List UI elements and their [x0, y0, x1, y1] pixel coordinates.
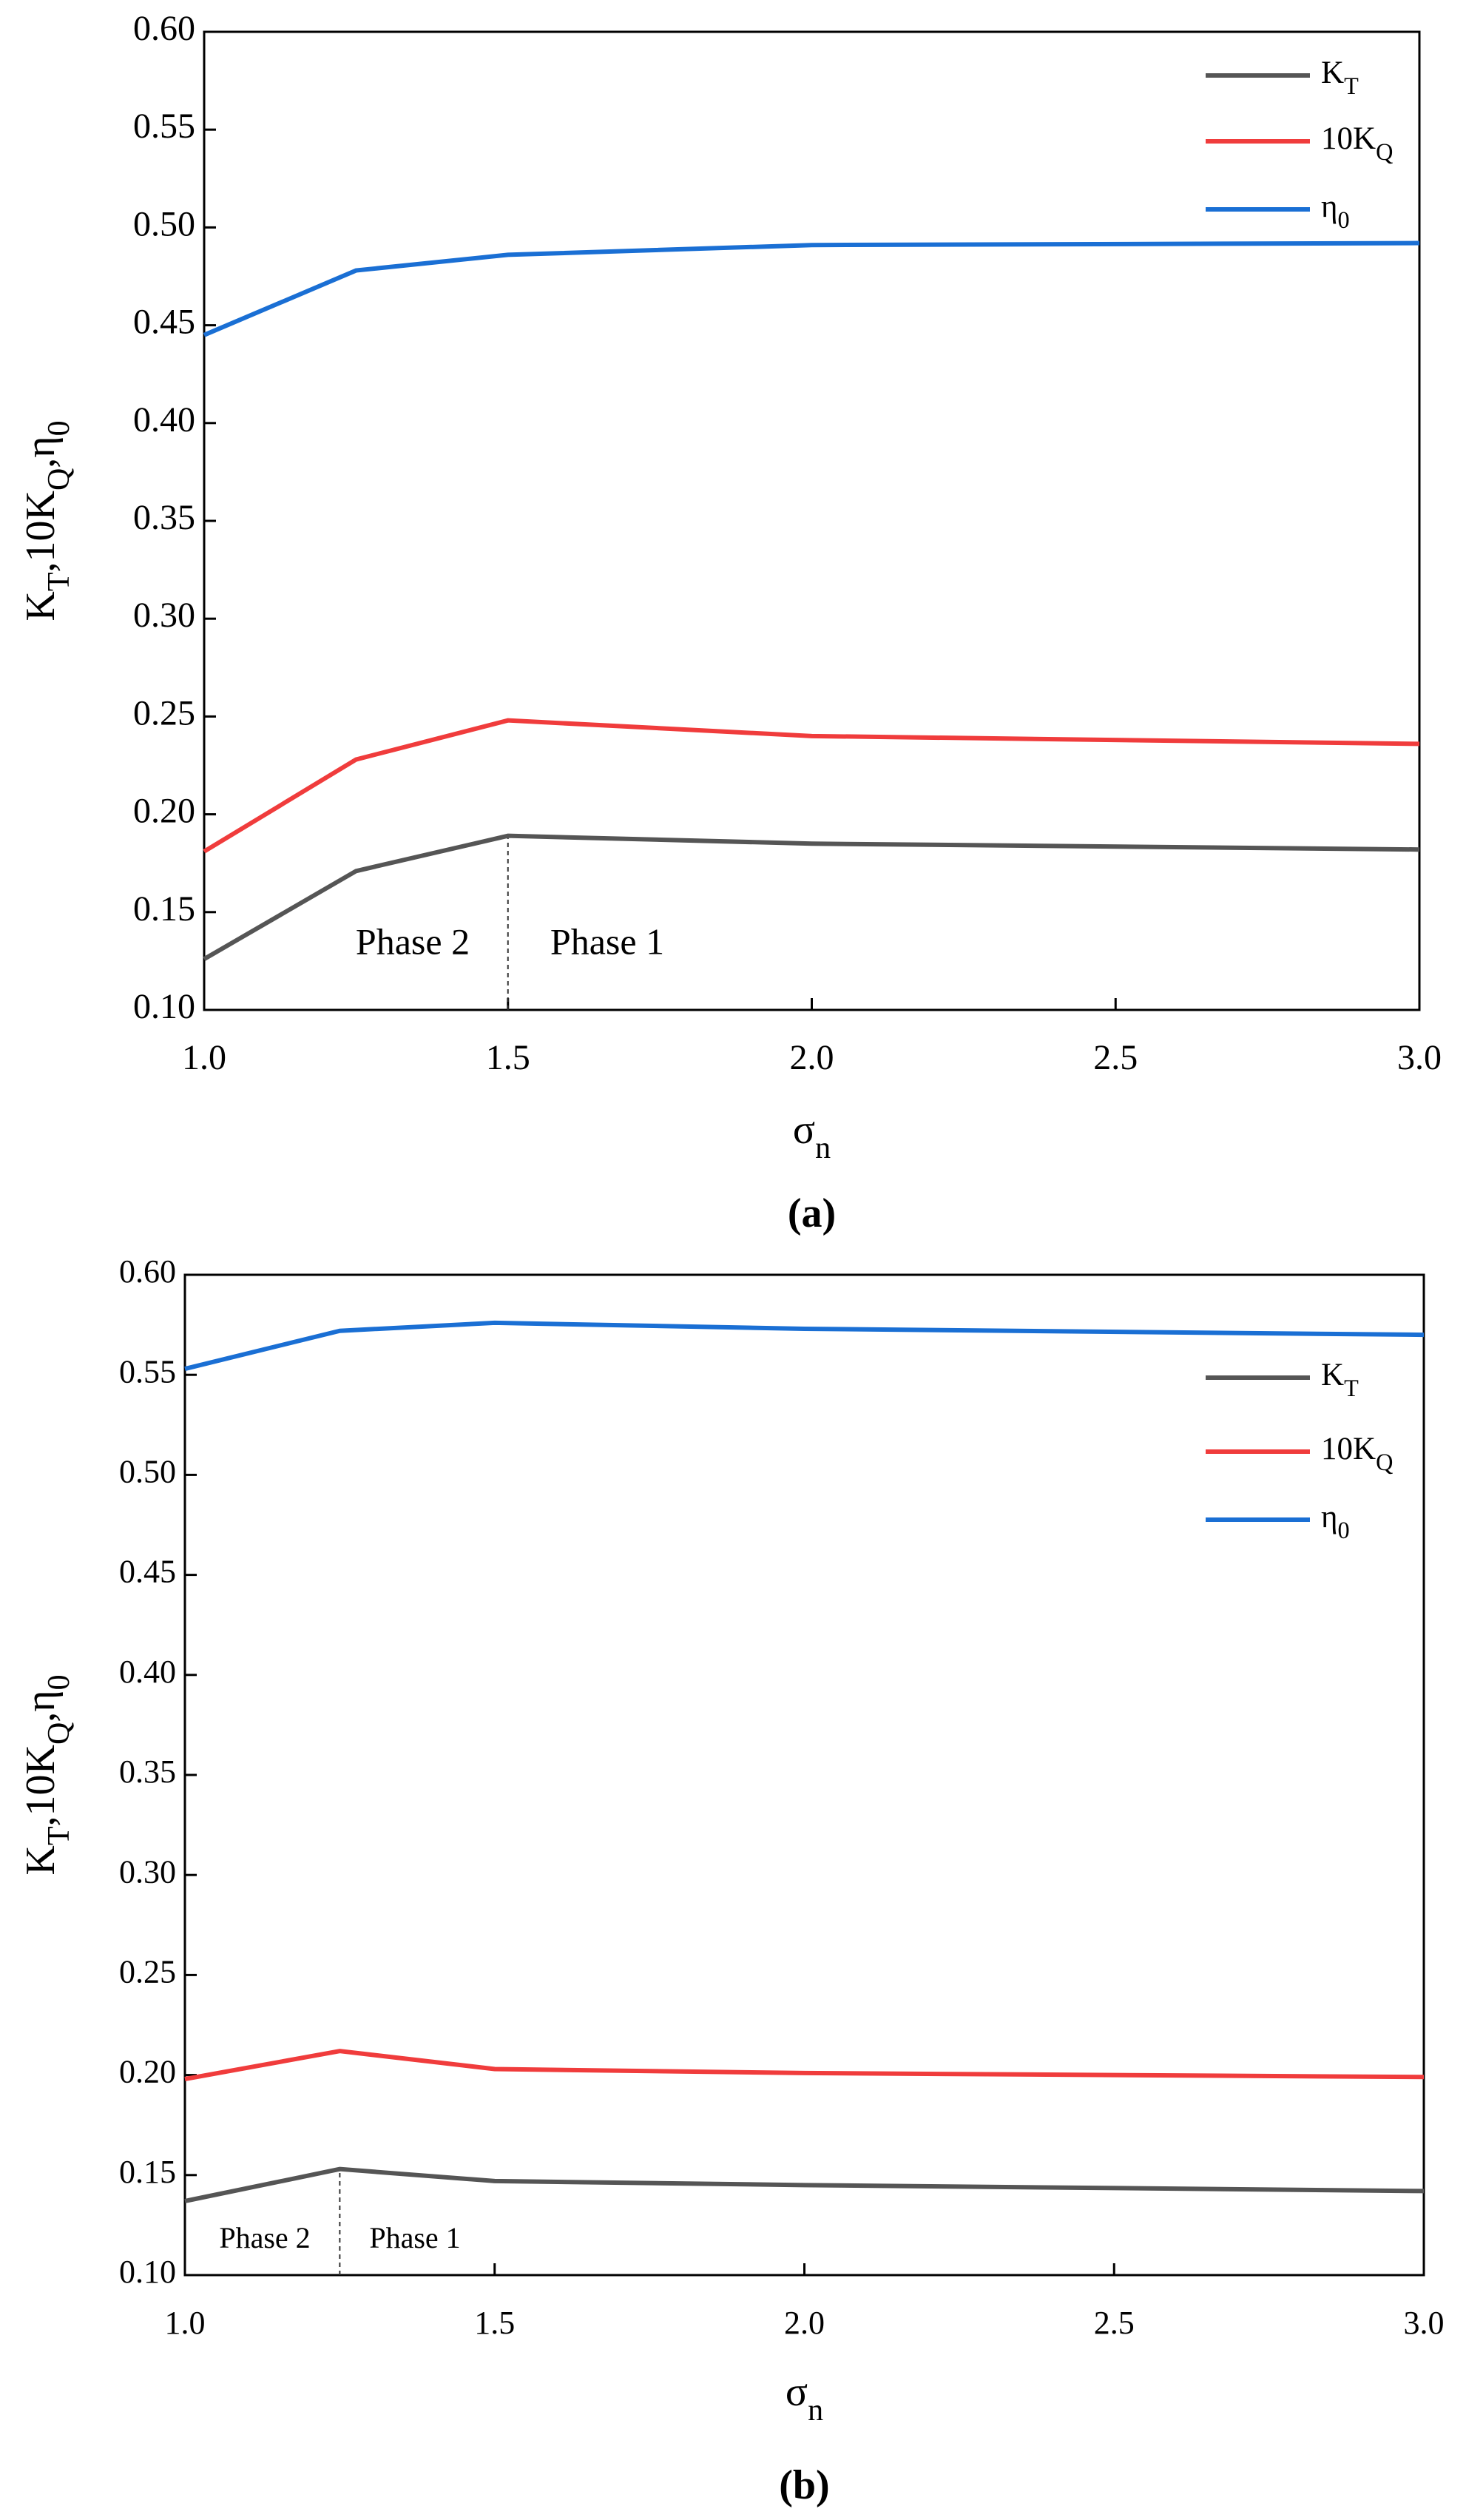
legend-label: 10KQ	[1321, 1432, 1393, 1476]
x-tick-label: 3.0	[1397, 1038, 1442, 1077]
y-tick-label: 0.50	[133, 204, 195, 243]
y-tick-label: 0.45	[133, 303, 195, 342]
y-tick-label: 0.55	[119, 1353, 176, 1389]
x-axis-label: σn	[786, 2369, 823, 2428]
series-line	[184, 1320, 1425, 1372]
y-tick-label: 0.35	[133, 498, 195, 537]
y-tick-label: 0.10	[133, 987, 195, 1026]
y-tick-label: 0.60	[119, 1253, 176, 1290]
caption: (b)	[779, 2462, 829, 2508]
y-tick-label: 0.30	[119, 1853, 176, 1890]
legend-label: KT	[1321, 55, 1359, 100]
caption: (a)	[788, 1190, 836, 1236]
legend-label: η0	[1321, 1500, 1350, 1544]
y-tick-label: 0.55	[133, 107, 195, 146]
chart: 0.10 0.15 0.20 0.25 0.30 0.35 0.40 0.45 0.50 0.55…	[18, 1253, 1445, 2508]
series-line	[203, 833, 1420, 961]
series-line	[203, 240, 1420, 337]
x-tick-label: 1.5	[486, 1038, 530, 1077]
y-tick-label: 0.50	[119, 1453, 176, 1489]
series-line	[184, 2166, 1425, 2203]
legend-label: η0	[1321, 189, 1350, 234]
x-tick-label: 1.5	[474, 2305, 515, 2341]
y-tick-label: 0.25	[119, 1953, 176, 1990]
x-tick-label: 2.5	[1093, 1038, 1138, 1077]
y-axis-label: KT,10KQ,η0	[18, 1674, 76, 1875]
y-tick-label: 0.35	[119, 1753, 176, 1790]
y-tick-label: 0.20	[119, 2054, 176, 2090]
annotation: Phase 1	[369, 2221, 460, 2254]
y-tick-label: 0.20	[133, 792, 195, 831]
y-tick-label: 0.40	[119, 1654, 176, 1690]
series-line	[203, 718, 1420, 854]
y-tick-label: 0.30	[133, 596, 195, 635]
series-line	[184, 2049, 1425, 2081]
x-tick-label: 1.0	[165, 2305, 206, 2341]
chart: 0.10 0.15 0.20 0.25 0.30 0.35 0.40 0.45 0.50 0.55…	[18, 9, 1442, 1236]
x-tick-label: 2.0	[784, 2305, 825, 2341]
annotation: Phase 2	[356, 920, 470, 962]
x-tick-label: 2.0	[790, 1038, 834, 1077]
y-tick-label: 0.10	[119, 2254, 176, 2290]
y-tick-label: 0.15	[119, 2154, 176, 2190]
annotation: Phase 1	[550, 920, 664, 962]
y-tick-label: 0.45	[119, 1554, 176, 1590]
y-tick-label: 0.15	[133, 889, 195, 929]
x-axis-label: σn	[793, 1107, 831, 1165]
y-tick-label: 0.25	[133, 693, 195, 732]
y-axis-label: KT,10KQ,η0	[18, 420, 76, 621]
legend-label: 10KQ	[1321, 121, 1393, 166]
x-tick-label: 1.0	[182, 1038, 226, 1077]
annotation: Phase 2	[219, 2221, 310, 2254]
x-tick-label: 3.0	[1404, 2305, 1445, 2341]
x-tick-label: 2.5	[1094, 2305, 1135, 2341]
plot-frame	[183, 1273, 1425, 2277]
y-tick-label: 0.40	[133, 400, 195, 439]
y-tick-label: 0.60	[133, 9, 195, 48]
legend-label: KT	[1321, 1358, 1359, 1402]
